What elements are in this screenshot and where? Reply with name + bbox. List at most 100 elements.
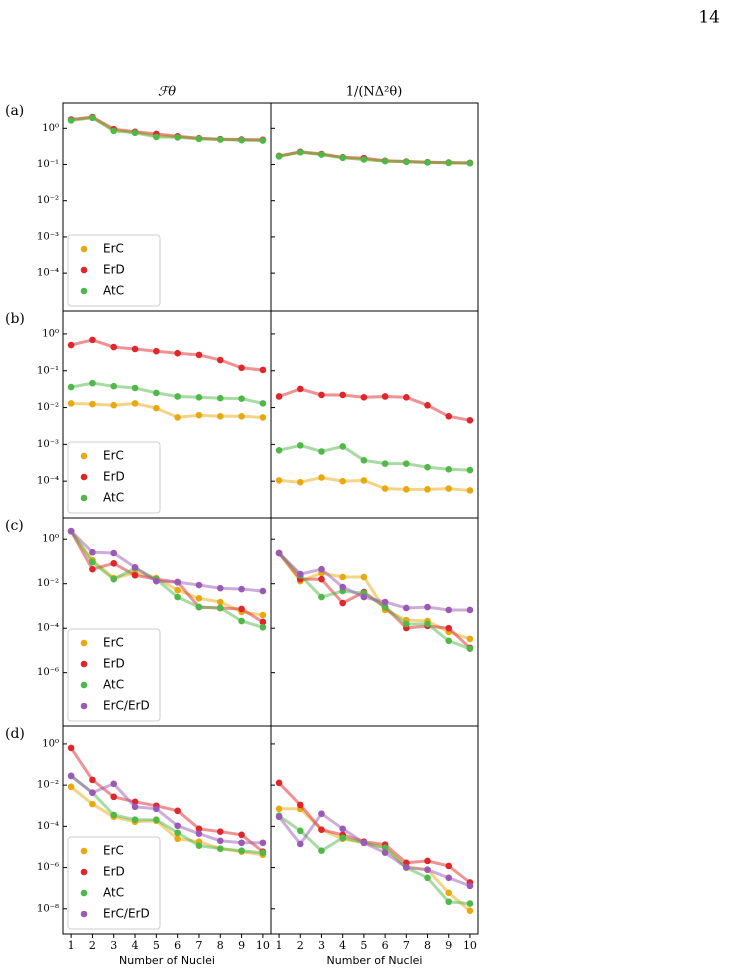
plot-frame <box>270 102 479 312</box>
data-point <box>238 136 245 144</box>
data-point <box>131 400 139 407</box>
legend-label: ErD <box>103 263 125 277</box>
y-tick-label: 10⁻⁴ <box>37 623 59 634</box>
data-point <box>216 412 224 420</box>
y-tick-label: 10⁻⁶ <box>37 667 59 678</box>
data-point <box>296 478 304 486</box>
data-point <box>424 866 431 874</box>
data-point <box>403 604 410 612</box>
data-point <box>216 845 224 852</box>
data-point <box>89 800 96 808</box>
series-line <box>278 475 471 492</box>
data-point <box>67 117 75 124</box>
x-tick-label: 5 <box>153 939 160 952</box>
legend-marker <box>80 639 88 647</box>
series-line <box>70 338 264 372</box>
data-point <box>174 807 181 815</box>
data-point <box>153 133 160 141</box>
data-point <box>67 772 75 780</box>
data-point <box>466 635 474 643</box>
data-point <box>238 839 245 847</box>
legend-label: AtC <box>103 284 124 298</box>
data-point <box>296 570 304 578</box>
data-point <box>110 811 118 819</box>
legend-label: AtC <box>103 886 124 900</box>
x-tick-label: 10 <box>463 939 477 952</box>
data-point <box>381 603 389 611</box>
series-line <box>69 530 264 624</box>
data-point <box>238 847 245 854</box>
data-point <box>89 336 96 344</box>
data-point <box>275 153 283 160</box>
legend-label: AtC <box>103 678 124 692</box>
data-point <box>153 389 160 397</box>
legend-marker <box>80 452 88 460</box>
data-point <box>466 606 474 614</box>
data-point <box>403 864 410 871</box>
data-point <box>318 826 325 833</box>
legend-marker <box>80 910 88 918</box>
x-axis-label: Number of Nuclei <box>119 954 215 967</box>
data-point <box>424 620 431 628</box>
data-point <box>110 780 118 788</box>
page-number: 14 <box>698 8 720 28</box>
data-point <box>466 417 474 424</box>
data-point <box>360 394 368 401</box>
x-tick-label: 2 <box>89 939 96 952</box>
series-line <box>70 116 263 142</box>
data-point <box>174 578 181 586</box>
data-point <box>131 816 139 824</box>
legend-marker <box>80 494 88 502</box>
y-tick-label: 10⁻⁶ <box>37 862 59 873</box>
data-point <box>339 599 346 607</box>
x-tick-label: 8 <box>424 939 431 952</box>
series-line <box>278 551 470 612</box>
data-point <box>153 816 160 824</box>
data-point <box>110 575 118 583</box>
data-point <box>89 565 96 573</box>
data-point <box>67 527 75 535</box>
data-point <box>259 611 267 619</box>
data-point <box>89 548 96 556</box>
data-point <box>466 645 474 652</box>
legend-label: ErC <box>103 242 124 256</box>
data-point <box>403 620 410 628</box>
series-line <box>69 530 264 617</box>
legend-label: ErC/ErD <box>103 699 150 713</box>
data-point <box>339 583 346 591</box>
data-point <box>174 349 181 357</box>
data-point <box>131 129 139 137</box>
data-point <box>238 412 245 420</box>
data-point <box>238 605 245 613</box>
data-point <box>153 347 160 355</box>
data-point <box>259 839 267 847</box>
data-point <box>153 805 160 813</box>
data-point <box>318 448 325 455</box>
series-line <box>69 530 264 629</box>
data-point <box>318 565 325 573</box>
plot-frame <box>270 517 479 727</box>
data-point <box>259 414 267 421</box>
data-point <box>381 598 389 606</box>
data-point <box>174 829 181 837</box>
data-point <box>424 857 431 865</box>
data-point <box>110 401 118 409</box>
data-point <box>216 356 224 364</box>
y-tick-label: 10⁰ <box>42 738 59 749</box>
legend-box <box>67 628 161 722</box>
panel-label: (c) <box>5 518 24 534</box>
data-point <box>275 779 283 787</box>
x-tick-label: 10 <box>256 939 270 952</box>
data-point <box>238 617 245 625</box>
data-point <box>195 394 203 401</box>
data-point <box>296 385 304 393</box>
legend-label: ErD <box>103 865 125 879</box>
data-point <box>67 783 75 791</box>
data-point <box>259 137 267 144</box>
data-point <box>195 411 203 419</box>
data-point <box>195 581 203 589</box>
legend-label: ErC <box>103 449 124 463</box>
y-tick-label: 10⁰ <box>42 328 59 339</box>
data-point <box>275 549 283 557</box>
y-tick-label: 10⁻¹ <box>37 365 59 376</box>
